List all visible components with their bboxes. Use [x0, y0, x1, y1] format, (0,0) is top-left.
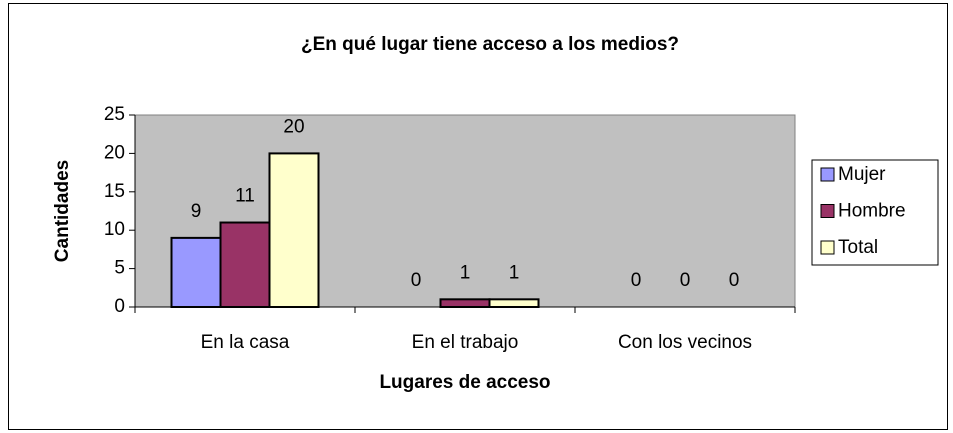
data-label: 0 [729, 270, 740, 291]
x-axis-title: Lugares de acceso [379, 372, 550, 393]
y-tick-label: 25 [104, 104, 125, 125]
data-label: 0 [631, 270, 642, 291]
legend-label: Total [838, 237, 878, 258]
y-axis-title: Cantidades [52, 160, 73, 262]
x-tick-label: En la casa [201, 332, 290, 353]
data-label: 0 [411, 270, 422, 291]
bar [439, 298, 491, 309]
legend-swatch [820, 240, 835, 255]
legend-label: Mujer [838, 164, 886, 185]
chart-title: ¿En qué lugar tiene acceso a los medios? [301, 34, 679, 55]
data-label: 0 [680, 270, 691, 291]
data-label: 9 [191, 201, 202, 222]
legend-swatch [820, 204, 835, 218]
bar [488, 298, 540, 309]
legend-swatch [820, 167, 835, 182]
bar [170, 236, 222, 309]
x-tick-label: Con los vecinos [618, 332, 752, 353]
y-tick-label: 20 [104, 142, 125, 163]
y-tick-label: 15 [104, 181, 125, 202]
data-label: 11 [235, 186, 255, 207]
data-label: 1 [460, 262, 471, 283]
x-tick-label: En el trabajo [412, 332, 519, 353]
data-label: 20 [283, 116, 304, 137]
y-tick-label: 10 [104, 219, 125, 240]
y-tick-label: 0 [114, 296, 125, 317]
legend-label: Hombre [838, 201, 906, 222]
bar [268, 152, 320, 308]
y-tick-label: 5 [114, 258, 125, 279]
bar [219, 221, 271, 309]
data-label: 1 [509, 262, 520, 283]
